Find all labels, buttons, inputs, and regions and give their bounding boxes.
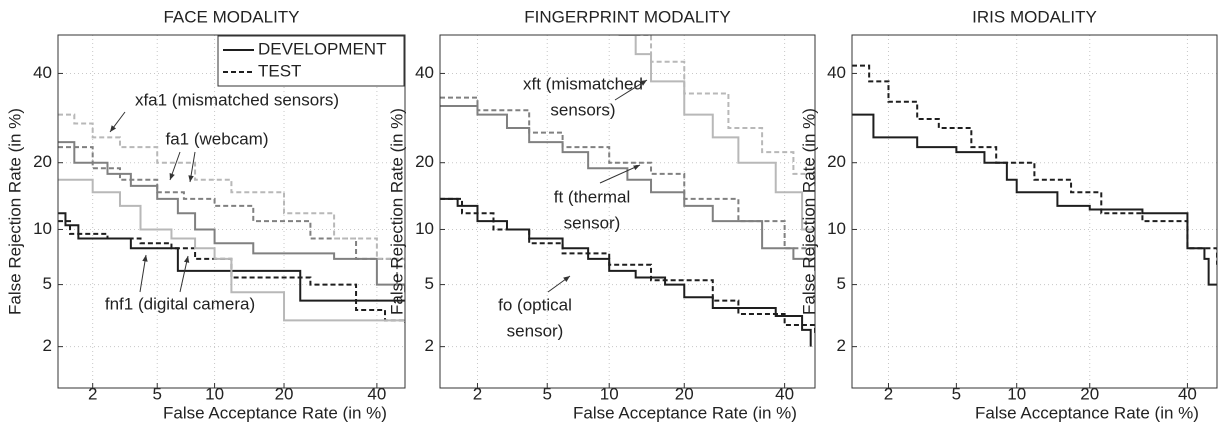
x-tick-label: 2 bbox=[884, 384, 893, 403]
plot-frame bbox=[57, 34, 406, 389]
det-curve bbox=[58, 146, 405, 286]
arrow-head bbox=[142, 255, 148, 262]
legend-label: DEVELOPMENT bbox=[258, 39, 386, 58]
y-axis-label: False Rejection Rate (in %) bbox=[5, 108, 24, 315]
x-axis-label: False Acceptance Rate (in %) bbox=[163, 403, 387, 422]
plot-frame bbox=[851, 34, 1218, 389]
x-tick-label: 10 bbox=[600, 384, 619, 403]
annotation: fa1 (webcam) bbox=[166, 129, 269, 148]
y-tick-label: 2 bbox=[837, 336, 846, 355]
arrow-head bbox=[183, 256, 190, 263]
det-curve bbox=[627, 35, 815, 186]
panel-title: FACE MODALITY bbox=[163, 7, 299, 26]
arrow-head bbox=[110, 125, 117, 132]
annotation: fo (optical bbox=[498, 295, 572, 314]
y-tick-label: 40 bbox=[415, 63, 434, 82]
x-tick-label: 5 bbox=[952, 384, 961, 403]
det-curve bbox=[618, 35, 815, 231]
panel-title: IRIS MODALITY bbox=[972, 7, 1097, 26]
annotation: sensor) bbox=[564, 213, 621, 232]
y-axis-label: False Rejection Rate (in %) bbox=[387, 108, 406, 315]
x-tick-label: 10 bbox=[205, 384, 224, 403]
y-tick-label: 20 bbox=[827, 152, 846, 171]
annotation: fnf1 (digital camera) bbox=[105, 294, 255, 313]
det-curve bbox=[440, 197, 812, 347]
y-tick-label: 40 bbox=[827, 63, 846, 82]
x-tick-label: 5 bbox=[542, 384, 551, 403]
y-tick-label: 40 bbox=[33, 63, 52, 82]
arrow-head bbox=[169, 173, 175, 180]
annotation: sensors) bbox=[550, 100, 615, 119]
annotation: xft (mismatched bbox=[523, 74, 643, 93]
x-tick-label: 10 bbox=[1007, 384, 1026, 403]
det-curve bbox=[852, 64, 1217, 265]
det-curve bbox=[440, 104, 815, 271]
x-tick-label: 20 bbox=[275, 384, 294, 403]
legend-label: TEST bbox=[258, 61, 301, 80]
x-axis-label: False Acceptance Rate (in %) bbox=[975, 403, 1199, 422]
y-tick-label: 5 bbox=[837, 274, 846, 293]
x-tick-label: 40 bbox=[367, 384, 386, 403]
panel-title: FINGERPRINT MODALITY bbox=[524, 7, 731, 26]
y-tick-label: 20 bbox=[33, 152, 52, 171]
x-tick-label: 20 bbox=[1080, 384, 1099, 403]
x-tick-label: 5 bbox=[152, 384, 161, 403]
x-tick-label: 20 bbox=[675, 384, 694, 403]
x-tick-label: 40 bbox=[775, 384, 794, 403]
y-axis-label: False Rejection Rate (in %) bbox=[799, 108, 818, 315]
arrow-head bbox=[633, 165, 640, 171]
det-curve bbox=[58, 113, 405, 271]
det-curve bbox=[440, 197, 815, 336]
arrow-head bbox=[563, 276, 570, 282]
y-tick-label: 10 bbox=[33, 219, 52, 238]
annotation: sensor) bbox=[507, 321, 564, 340]
det-curve bbox=[440, 96, 815, 265]
det-curve bbox=[58, 141, 405, 293]
x-tick-label: 40 bbox=[1178, 384, 1197, 403]
y-tick-label: 10 bbox=[415, 219, 434, 238]
det-curve bbox=[58, 178, 405, 322]
x-tick-label: 2 bbox=[88, 384, 97, 403]
y-tick-label: 20 bbox=[415, 152, 434, 171]
x-tick-label: 2 bbox=[473, 384, 482, 403]
det-curve bbox=[852, 113, 1217, 286]
annotation: ft (thermal bbox=[554, 187, 631, 206]
y-tick-label: 5 bbox=[425, 274, 434, 293]
arrow bbox=[599, 164, 641, 184]
y-tick-label: 10 bbox=[827, 219, 846, 238]
y-tick-label: 5 bbox=[43, 274, 52, 293]
legend-box bbox=[217, 35, 405, 87]
plot-frame bbox=[439, 34, 816, 389]
det-curve bbox=[58, 212, 405, 302]
x-axis-label: False Acceptance Rate (in %) bbox=[573, 403, 797, 422]
annotation: xfa1 (mismatched sensors) bbox=[135, 90, 339, 109]
arrow-head bbox=[640, 80, 647, 86]
arrow-head bbox=[188, 175, 194, 182]
y-tick-label: 2 bbox=[425, 336, 434, 355]
y-tick-label: 2 bbox=[43, 336, 52, 355]
